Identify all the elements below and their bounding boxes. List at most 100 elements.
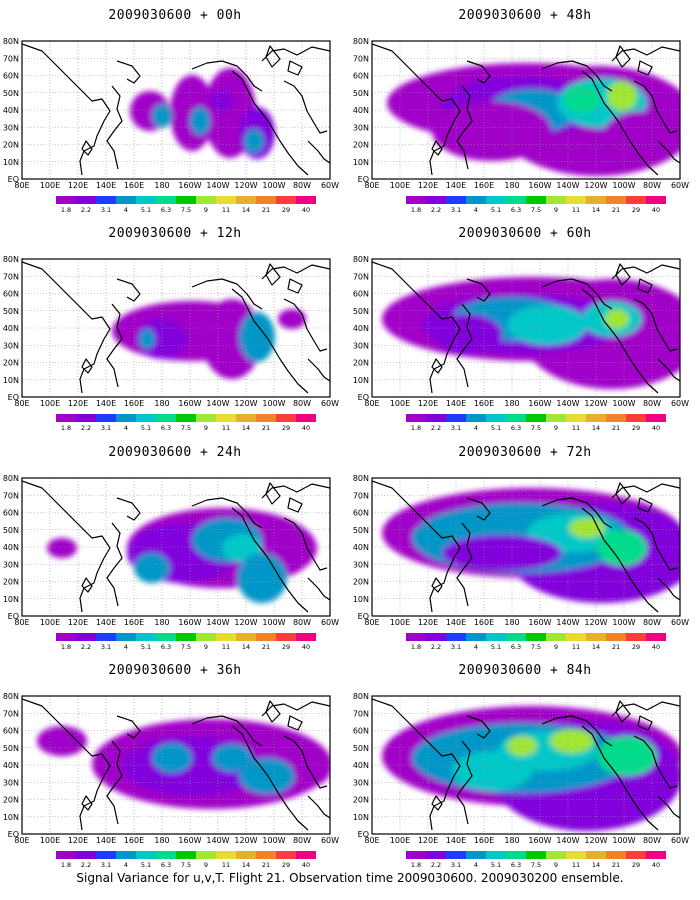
colorbar-swatch bbox=[296, 414, 316, 422]
variance-contour bbox=[210, 91, 234, 111]
coastline bbox=[431, 358, 443, 374]
colorbar-swatch bbox=[96, 414, 116, 422]
longitude-label: 160W bbox=[178, 181, 201, 190]
forecast-panel: 2009030600 + 36h 80N 70N 60N 50N 40N 30N 20N 10N… bbox=[0, 655, 350, 877]
colorbar-swatch bbox=[56, 851, 76, 859]
colorbar-label: 3.1 bbox=[451, 424, 461, 432]
colorbar-swatch bbox=[156, 851, 176, 859]
latitude-label: 50N bbox=[3, 526, 19, 535]
colorbar-label: 21 bbox=[612, 206, 620, 214]
colorbar-swatch bbox=[116, 851, 136, 859]
longitude-label: 140W bbox=[556, 618, 579, 627]
panel-title: 2009030600 + 84h bbox=[458, 663, 592, 678]
colorbar-swatch bbox=[156, 414, 176, 422]
longitude-label: 80W bbox=[293, 399, 311, 408]
longitude-label: 100W bbox=[262, 836, 285, 845]
coastline bbox=[191, 497, 263, 529]
colorbar-swatch bbox=[196, 414, 216, 422]
longitude-label: 60W bbox=[671, 181, 689, 190]
coastline bbox=[307, 795, 330, 819]
latitude-label: 60N bbox=[353, 72, 369, 81]
longitude-label: 160W bbox=[528, 399, 551, 408]
latitude-label: 70N bbox=[353, 491, 369, 500]
latitude-label: 50N bbox=[3, 89, 19, 98]
coastline bbox=[231, 70, 309, 176]
variance-contour bbox=[292, 746, 330, 786]
colorbar-swatch bbox=[76, 851, 96, 859]
colorbar-swatch bbox=[236, 414, 256, 422]
variance-contour bbox=[239, 758, 295, 794]
colorbar-swatch bbox=[256, 851, 276, 859]
latitude-label: 40N bbox=[353, 324, 369, 333]
colorbar-swatch bbox=[566, 196, 586, 204]
panel-title: 2009030600 + 24h bbox=[108, 445, 242, 460]
colorbar-label: 5.1 bbox=[491, 643, 501, 651]
colorbar-swatch bbox=[276, 633, 296, 641]
colorbar-label: 2.2 bbox=[81, 861, 91, 869]
coastline bbox=[191, 278, 263, 310]
latitude-label: EQ bbox=[358, 393, 369, 402]
colorbar-label: 4 bbox=[124, 206, 128, 214]
longitude-label: 160W bbox=[528, 618, 551, 627]
latitude-label: 10N bbox=[353, 595, 369, 604]
longitude-label: 120W bbox=[584, 618, 607, 627]
coastline bbox=[106, 740, 123, 825]
colorbar-label: 9 bbox=[204, 424, 208, 432]
colorbar-swatch bbox=[216, 414, 236, 422]
colorbar-swatch bbox=[526, 196, 546, 204]
longitude-label: 120E bbox=[418, 836, 438, 845]
colorbar-swatch bbox=[276, 196, 296, 204]
panel-title: 2009030600 + 72h bbox=[458, 445, 592, 460]
colorbar-swatch bbox=[156, 633, 176, 641]
longitude-label: 60W bbox=[321, 399, 339, 408]
coastline bbox=[637, 278, 653, 294]
colorbar-label: 11 bbox=[222, 643, 230, 651]
coastline bbox=[657, 140, 680, 164]
colorbar-swatch bbox=[586, 633, 606, 641]
colorbar-label: 5.1 bbox=[141, 206, 151, 214]
colorbar-swatch bbox=[136, 633, 156, 641]
longitude-label: 120W bbox=[234, 399, 257, 408]
colorbar-label: 2.2 bbox=[431, 424, 441, 432]
colorbar-swatch bbox=[646, 851, 666, 859]
colorbar-swatch bbox=[256, 633, 276, 641]
coastline bbox=[287, 497, 303, 513]
colorbar-swatch bbox=[646, 196, 666, 204]
coastline bbox=[231, 725, 309, 831]
coastline bbox=[657, 795, 680, 819]
longitude-label: 100E bbox=[390, 836, 410, 845]
colorbar-swatch bbox=[196, 851, 216, 859]
colorbar-label: 6.3 bbox=[511, 424, 521, 432]
longitude-label: 100W bbox=[612, 181, 635, 190]
colorbar-swatch bbox=[236, 633, 256, 641]
coastline bbox=[283, 80, 328, 134]
colorbar-label: 11 bbox=[572, 643, 580, 651]
colorbar-swatch bbox=[546, 414, 566, 422]
colorbar-swatch bbox=[626, 196, 646, 204]
latitude-label: 30N bbox=[3, 123, 19, 132]
colorbar-swatch bbox=[546, 633, 566, 641]
longitude-label: 180 bbox=[504, 618, 519, 627]
colorbar-label: 7.5 bbox=[531, 861, 541, 869]
longitude-label: 180 bbox=[154, 181, 169, 190]
colorbar-label: 29 bbox=[282, 861, 290, 869]
forecast-panel: 2009030600 + 00h 80N 70N 60N 50N 40N 30N 20N 10N… bbox=[0, 0, 350, 222]
colorbar-swatch bbox=[426, 414, 446, 422]
coastline bbox=[581, 725, 659, 831]
colorbar-swatch bbox=[606, 414, 626, 422]
latitude-label: 80N bbox=[3, 255, 19, 264]
colorbar-swatch bbox=[116, 633, 136, 641]
longitude-label: 140E bbox=[96, 399, 116, 408]
latitude-label: EQ bbox=[358, 175, 369, 184]
longitude-label: 180 bbox=[154, 399, 169, 408]
longitude-label: 80E bbox=[14, 399, 29, 408]
coastline bbox=[287, 278, 303, 294]
coastline bbox=[106, 303, 123, 388]
longitude-label: 80E bbox=[14, 181, 29, 190]
colorbar-swatch bbox=[136, 414, 156, 422]
longitude-label: 80E bbox=[14, 618, 29, 627]
colorbar-label: 1.8 bbox=[61, 861, 71, 869]
